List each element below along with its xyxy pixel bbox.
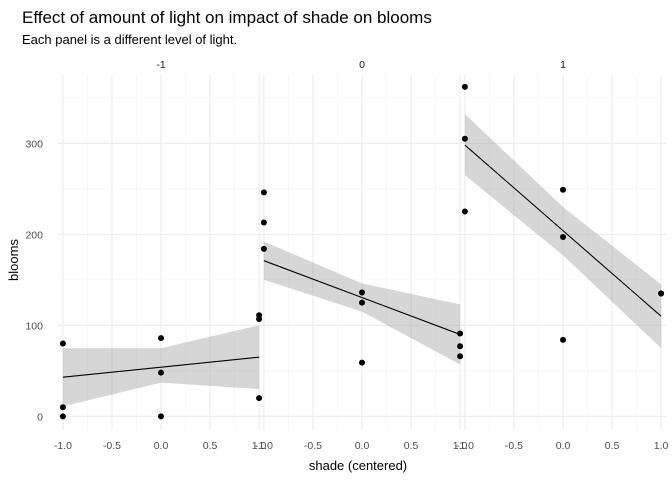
data-point: [560, 234, 566, 241]
y-tick-label: 200: [25, 229, 43, 241]
panel-2: 0 -1.0 -0.5 0.0 0.5 1.0: [255, 59, 468, 452]
x-tick-label: -0.5: [103, 440, 121, 452]
x-axis-title: shade (centered): [309, 458, 407, 473]
x-tick-label: 0.5: [605, 440, 620, 452]
panels: 0 100 200 300 -1 -1.0 -0.5 0.0 0.5 1.0 0 -1.0 -0.5 0.…: [25, 59, 668, 452]
data-point: [260, 245, 267, 252]
data-point: [158, 369, 164, 376]
y-tick-label: 300: [25, 138, 43, 150]
data-point: [256, 395, 263, 402]
data-point: [256, 315, 263, 322]
data-point: [658, 290, 665, 297]
confidence-band: [62, 325, 260, 407]
fit-line: [263, 260, 461, 335]
data-point: [260, 219, 267, 226]
x-tick-label: 0.0: [556, 440, 571, 452]
panel-strip-label: 0: [359, 59, 365, 71]
x-tick-label: 1.0: [252, 440, 267, 452]
x-tick-label: -1.0: [456, 440, 474, 452]
data-point: [359, 359, 365, 366]
chart-subtitle: Each panel is a different level of light…: [22, 32, 237, 47]
data-point: [59, 340, 66, 347]
panel-1: -1 -1.0 -0.5 0.0 0.5 1.0: [54, 59, 267, 452]
chart-title: Effect of amount of light on impact of s…: [22, 8, 432, 27]
x-tick-label: 0.0: [355, 440, 370, 452]
x-tick-label: -0.5: [505, 440, 523, 452]
data-point: [560, 336, 566, 343]
data-point: [59, 404, 66, 411]
x-tick-label: -0.5: [304, 440, 322, 452]
fit-line: [62, 356, 260, 378]
panel-3: 1 -1.0 -0.5 0.0 0.5 1.0: [456, 59, 669, 452]
x-tick-label: 1.0: [453, 440, 468, 452]
data-point: [260, 189, 267, 196]
x-tick-label: 1.0: [654, 440, 669, 452]
y-tick-label: 100: [25, 320, 43, 332]
panel-strip-label: -1: [156, 59, 165, 71]
x-tick-label: 0.0: [154, 440, 169, 452]
fit-line: [464, 144, 662, 317]
data-point: [560, 186, 566, 193]
data-point: [461, 135, 468, 142]
x-tick-label: -1.0: [255, 440, 273, 452]
y-axis-title: blooms: [6, 239, 21, 281]
data-point: [359, 289, 365, 296]
y-tick-label: 0: [37, 411, 43, 423]
panel-strip-label: 1: [560, 59, 566, 71]
data-point: [461, 208, 468, 215]
x-tick-label: 0.5: [404, 440, 419, 452]
data-point: [457, 343, 464, 350]
x-tick-label: 0.5: [203, 440, 218, 452]
data-point: [158, 335, 164, 342]
x-tick-label: -1.0: [54, 440, 72, 452]
data-point: [158, 413, 164, 420]
data-point: [461, 83, 468, 90]
data-point: [457, 353, 464, 360]
data-point: [59, 413, 66, 420]
data-point: [457, 330, 464, 337]
data-point: [359, 299, 365, 306]
